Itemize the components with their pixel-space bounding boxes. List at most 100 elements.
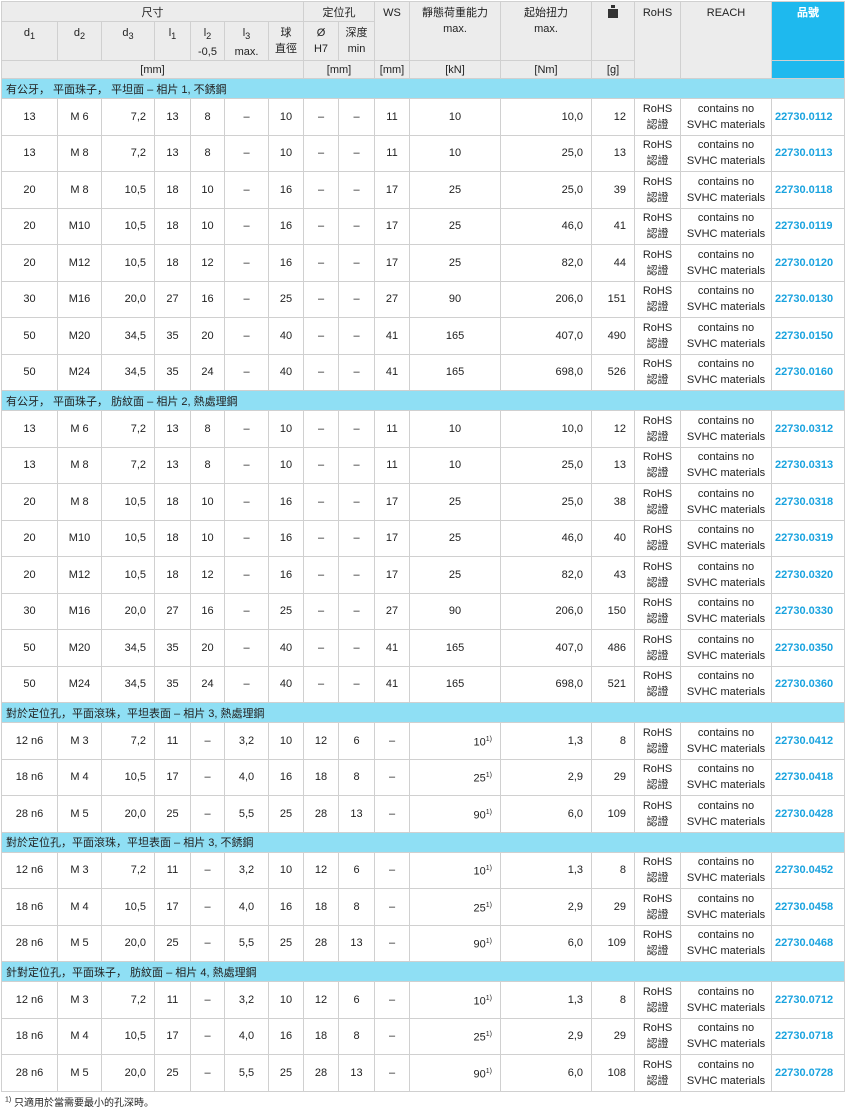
d1-cell: 12 n6: [1, 981, 58, 1019]
part-number-cell[interactable]: 22730.0119: [771, 207, 846, 246]
hole-diameter-cell: –: [303, 317, 340, 355]
part-number-cell[interactable]: 22730.0130: [771, 280, 846, 319]
part-number-cell[interactable]: 22730.0113: [771, 134, 846, 173]
part-number-link[interactable]: 22730.0150: [775, 329, 834, 342]
part-number-link[interactable]: 22730.0458: [775, 900, 834, 913]
table-row: 20 M10 10,5 18 10 – 16 – – 17 25 46,0 40 RoHS 認證 contai…: [1, 519, 846, 558]
l2-cell: –: [190, 981, 225, 1019]
part-number-cell[interactable]: 22730.0350: [771, 629, 846, 667]
rohs-cert: 認證: [646, 337, 669, 350]
ball-diameter-cell: 16: [267, 758, 305, 797]
ball-diameter-cell: 25: [267, 1054, 305, 1092]
reach-line1: contains no: [697, 212, 755, 225]
d3-cell: 7,2: [101, 851, 155, 890]
ball-diameter-value: 16: [279, 532, 293, 545]
part-number-link[interactable]: 22730.0350: [775, 641, 834, 654]
torque-cell: 25,0: [500, 446, 593, 485]
hole-depth-cell: 6: [338, 851, 376, 890]
part-number-cell[interactable]: 22730.0330: [771, 592, 846, 631]
weight-value: 41: [613, 220, 627, 233]
part-number-link[interactable]: 22730.0360: [775, 678, 834, 691]
reach-line2: SVHC materials: [686, 118, 766, 131]
part-number-cell[interactable]: 22730.0458: [771, 888, 846, 926]
d2-value: M 3: [70, 864, 89, 877]
reach-line2: SVHC materials: [686, 872, 766, 885]
rohs-label: RoHS: [642, 1058, 673, 1071]
part-number-cell[interactable]: 22730.0312: [771, 410, 846, 448]
part-number-cell[interactable]: 22730.0318: [771, 483, 846, 521]
rohs-cert: 認證: [646, 155, 669, 168]
part-number-cell[interactable]: 22730.0150: [771, 317, 846, 355]
l2-header: l2 -0,5: [190, 20, 225, 62]
part-number-cell[interactable]: 22730.0360: [771, 665, 846, 704]
d2-value: M12: [68, 256, 91, 269]
part-number-cell[interactable]: 22730.0313: [771, 446, 846, 485]
part-number-link[interactable]: 22730.0312: [775, 422, 834, 435]
part-number-link[interactable]: 22730.0330: [775, 605, 834, 618]
rohs-cell: RoHS 認證: [634, 353, 682, 392]
d2-cell: M 4: [57, 888, 102, 926]
part-number-link[interactable]: 22730.0728: [775, 1066, 834, 1079]
part-number-cell[interactable]: 22730.0418: [771, 758, 846, 797]
part-number-link[interactable]: 22730.0112: [775, 110, 833, 123]
hole-depth-value: –: [353, 147, 360, 160]
d3-value: 34,5: [124, 329, 146, 342]
part-number-cell[interactable]: 22730.0718: [771, 1017, 846, 1056]
ball-diameter-value: 40: [279, 366, 293, 379]
part-number-link[interactable]: 22730.0718: [775, 1030, 834, 1043]
part-number-cell[interactable]: 22730.0160: [771, 353, 846, 392]
part-number-link[interactable]: 22730.0120: [775, 256, 834, 269]
rohs-label: RoHS: [642, 985, 673, 998]
torque-cell: 206,0: [500, 592, 593, 631]
part-number-link[interactable]: 22730.0313: [775, 459, 834, 472]
part-number-link[interactable]: 22730.0319: [775, 532, 834, 545]
part-number-link[interactable]: 22730.0712: [775, 993, 834, 1006]
l3-value: 5,5: [238, 807, 255, 820]
part-number-cell[interactable]: 22730.0412: [771, 722, 846, 760]
part-number-cell[interactable]: 22730.0319: [771, 519, 846, 558]
ws-value: 17: [385, 220, 399, 233]
part-number-cell[interactable]: 22730.0728: [771, 1054, 846, 1092]
part-number-link[interactable]: 22730.0160: [775, 366, 834, 379]
torque-header: 起始扭力 max.: [500, 0, 593, 62]
hole-depth-value: –: [353, 220, 360, 233]
ws-value: 27: [385, 293, 399, 306]
l3-cell: –: [224, 317, 269, 355]
part-number-cell[interactable]: 22730.0468: [771, 924, 846, 963]
part-number-link[interactable]: 22730.0113: [775, 147, 833, 160]
part-number-link[interactable]: 22730.0452: [775, 864, 834, 877]
weight-cell: 40: [591, 519, 636, 558]
part-number-header: 品號: [771, 0, 846, 62]
part-number-link[interactable]: 22730.0418: [775, 771, 834, 784]
part-number-cell[interactable]: 22730.0120: [771, 244, 846, 282]
part-number-link[interactable]: 22730.0412: [775, 734, 834, 747]
part-number-link[interactable]: 22730.0118: [775, 183, 833, 196]
rohs-label: RoHS: [642, 524, 673, 537]
part-number-cell[interactable]: 22730.0452: [771, 851, 846, 890]
d3-cell: 10,5: [101, 483, 155, 521]
l2-cell: 10: [190, 519, 225, 558]
d1-cell: 20: [1, 483, 58, 521]
d1-cell: 13: [1, 98, 58, 136]
part-number-cell[interactable]: 22730.0712: [771, 981, 846, 1019]
ball-diameter-cell: 10: [267, 446, 305, 485]
part-number-link[interactable]: 22730.0320: [775, 568, 834, 581]
part-number-link[interactable]: 22730.0428: [775, 807, 834, 820]
weight-cell: 151: [591, 280, 636, 319]
torque-cell: 407,0: [500, 317, 593, 355]
weight-cell: 39: [591, 171, 636, 209]
rohs-cert: 認證: [646, 649, 669, 662]
part-number-link[interactable]: 22730.0130: [775, 293, 834, 306]
d1-value: 20: [23, 495, 36, 508]
part-number-link[interactable]: 22730.0318: [775, 495, 834, 508]
part-number-cell[interactable]: 22730.0112: [771, 98, 846, 136]
part-number-link[interactable]: 22730.0119: [775, 220, 833, 233]
weight-cell: 12: [591, 410, 636, 448]
l1-cell: 25: [154, 795, 191, 833]
rohs-label: RoHS: [642, 597, 673, 610]
part-number-cell[interactable]: 22730.0428: [771, 795, 846, 833]
reach-line2: SVHC materials: [686, 1038, 766, 1051]
part-number-cell[interactable]: 22730.0320: [771, 556, 846, 594]
part-number-cell[interactable]: 22730.0118: [771, 171, 846, 209]
part-number-link[interactable]: 22730.0468: [775, 937, 834, 950]
